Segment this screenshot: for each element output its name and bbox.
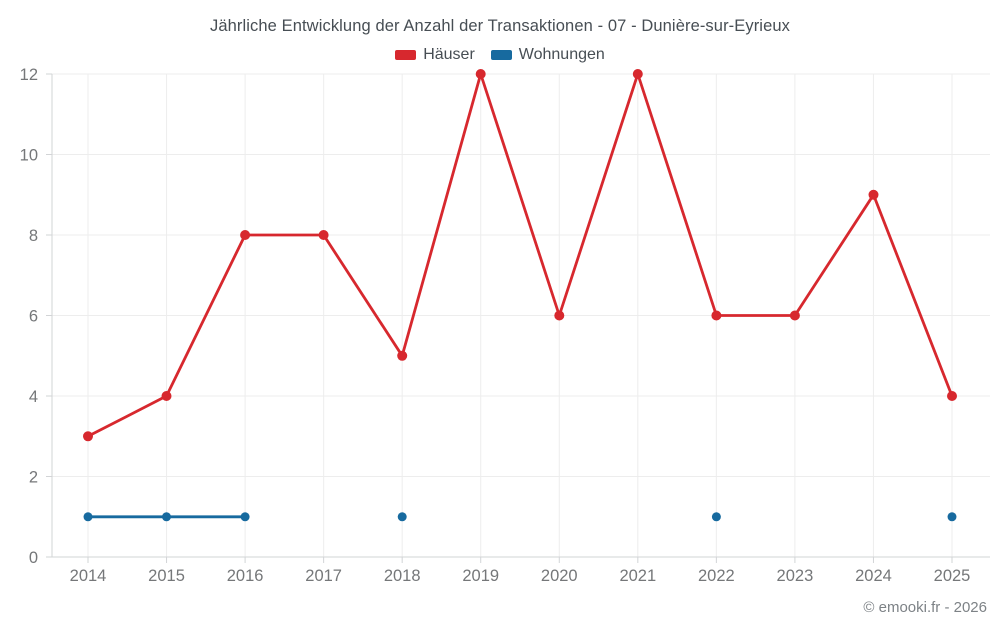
y-tick-label: 10	[20, 147, 38, 165]
data-point-haeuser-2016[interactable]	[240, 230, 251, 240]
chart-legend: Häuser Wohnungen	[0, 46, 1000, 64]
x-tick-label: 2015	[148, 567, 185, 585]
data-point-wohnungen-2025[interactable]	[947, 512, 957, 522]
data-point-haeuser-2021[interactable]	[632, 69, 643, 79]
data-point-haeuser-2023[interactable]	[789, 310, 800, 321]
x-tick-label: 2022	[698, 567, 735, 585]
data-point-wohnungen-2015[interactable]	[162, 512, 171, 522]
data-point-haeuser-2022[interactable]	[711, 310, 722, 321]
x-tick-label: 2018	[384, 567, 421, 585]
x-tick-label: 2023	[777, 567, 814, 585]
x-tick-label: 2021	[619, 567, 656, 585]
data-point-wohnungen-2018[interactable]	[397, 512, 407, 522]
data-point-haeuser-2014[interactable]	[83, 431, 93, 442]
x-tick-label: 2024	[855, 567, 892, 585]
y-tick-label: 0	[29, 549, 38, 567]
x-tick-label: 2025	[934, 567, 971, 585]
y-tick-label: 4	[29, 388, 38, 406]
data-point-haeuser-2017[interactable]	[318, 230, 329, 240]
data-point-haeuser-2015[interactable]	[161, 391, 172, 401]
legend-item-wohnungen[interactable]: Wohnungen	[490, 46, 605, 64]
y-tick-label: 8	[29, 227, 38, 245]
legend-swatch-haeuser-icon	[395, 50, 417, 60]
legend-label-wohnungen: Wohnungen	[518, 46, 605, 63]
chart-title: Jährliche Entwicklung der Anzahl der Tra…	[210, 17, 790, 35]
y-tick-label: 2	[29, 469, 38, 487]
data-point-wohnungen-2022[interactable]	[711, 512, 721, 522]
x-tick-label: 2014	[70, 567, 107, 585]
legend-swatch-wohnungen-icon	[490, 50, 512, 60]
legend-item-haeuser[interactable]: Häuser	[395, 46, 475, 64]
x-tick-label: 2016	[227, 567, 264, 585]
data-point-haeuser-2025[interactable]	[947, 391, 957, 401]
series-line-haeuser	[86, 72, 954, 438]
x-tick-label: 2017	[305, 567, 342, 585]
data-point-haeuser-2020[interactable]	[554, 310, 565, 321]
data-point-wohnungen-2016[interactable]	[240, 512, 250, 522]
data-point-wohnungen-2014[interactable]	[83, 512, 93, 522]
legend-label-haeuser: Häuser	[423, 46, 475, 63]
copyright-footer: © emooki.fr - 2026	[863, 599, 987, 616]
y-tick-label: 6	[29, 308, 38, 326]
data-point-haeuser-2018[interactable]	[397, 350, 408, 361]
x-tick-label: 2020	[541, 567, 578, 585]
x-tick-label: 2019	[462, 567, 499, 585]
data-point-haeuser-2024[interactable]	[868, 189, 879, 200]
y-tick-label: 12	[20, 66, 38, 84]
data-point-haeuser-2019[interactable]	[475, 69, 486, 79]
